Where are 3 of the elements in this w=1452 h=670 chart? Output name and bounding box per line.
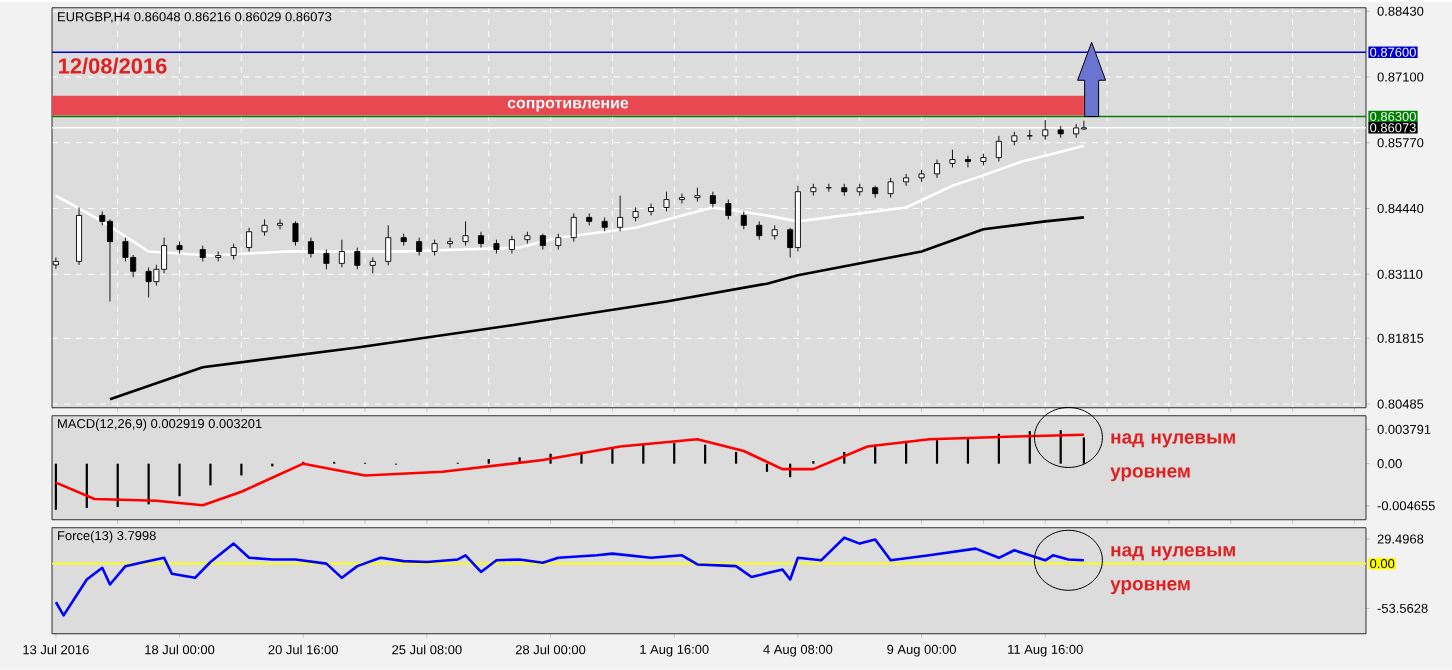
- annotation: над нулевым уровнем: [1110, 433, 1235, 482]
- annotation: над нулевым уровнем: [1110, 546, 1235, 595]
- annotation: 12/08/2016: [59, 57, 167, 75]
